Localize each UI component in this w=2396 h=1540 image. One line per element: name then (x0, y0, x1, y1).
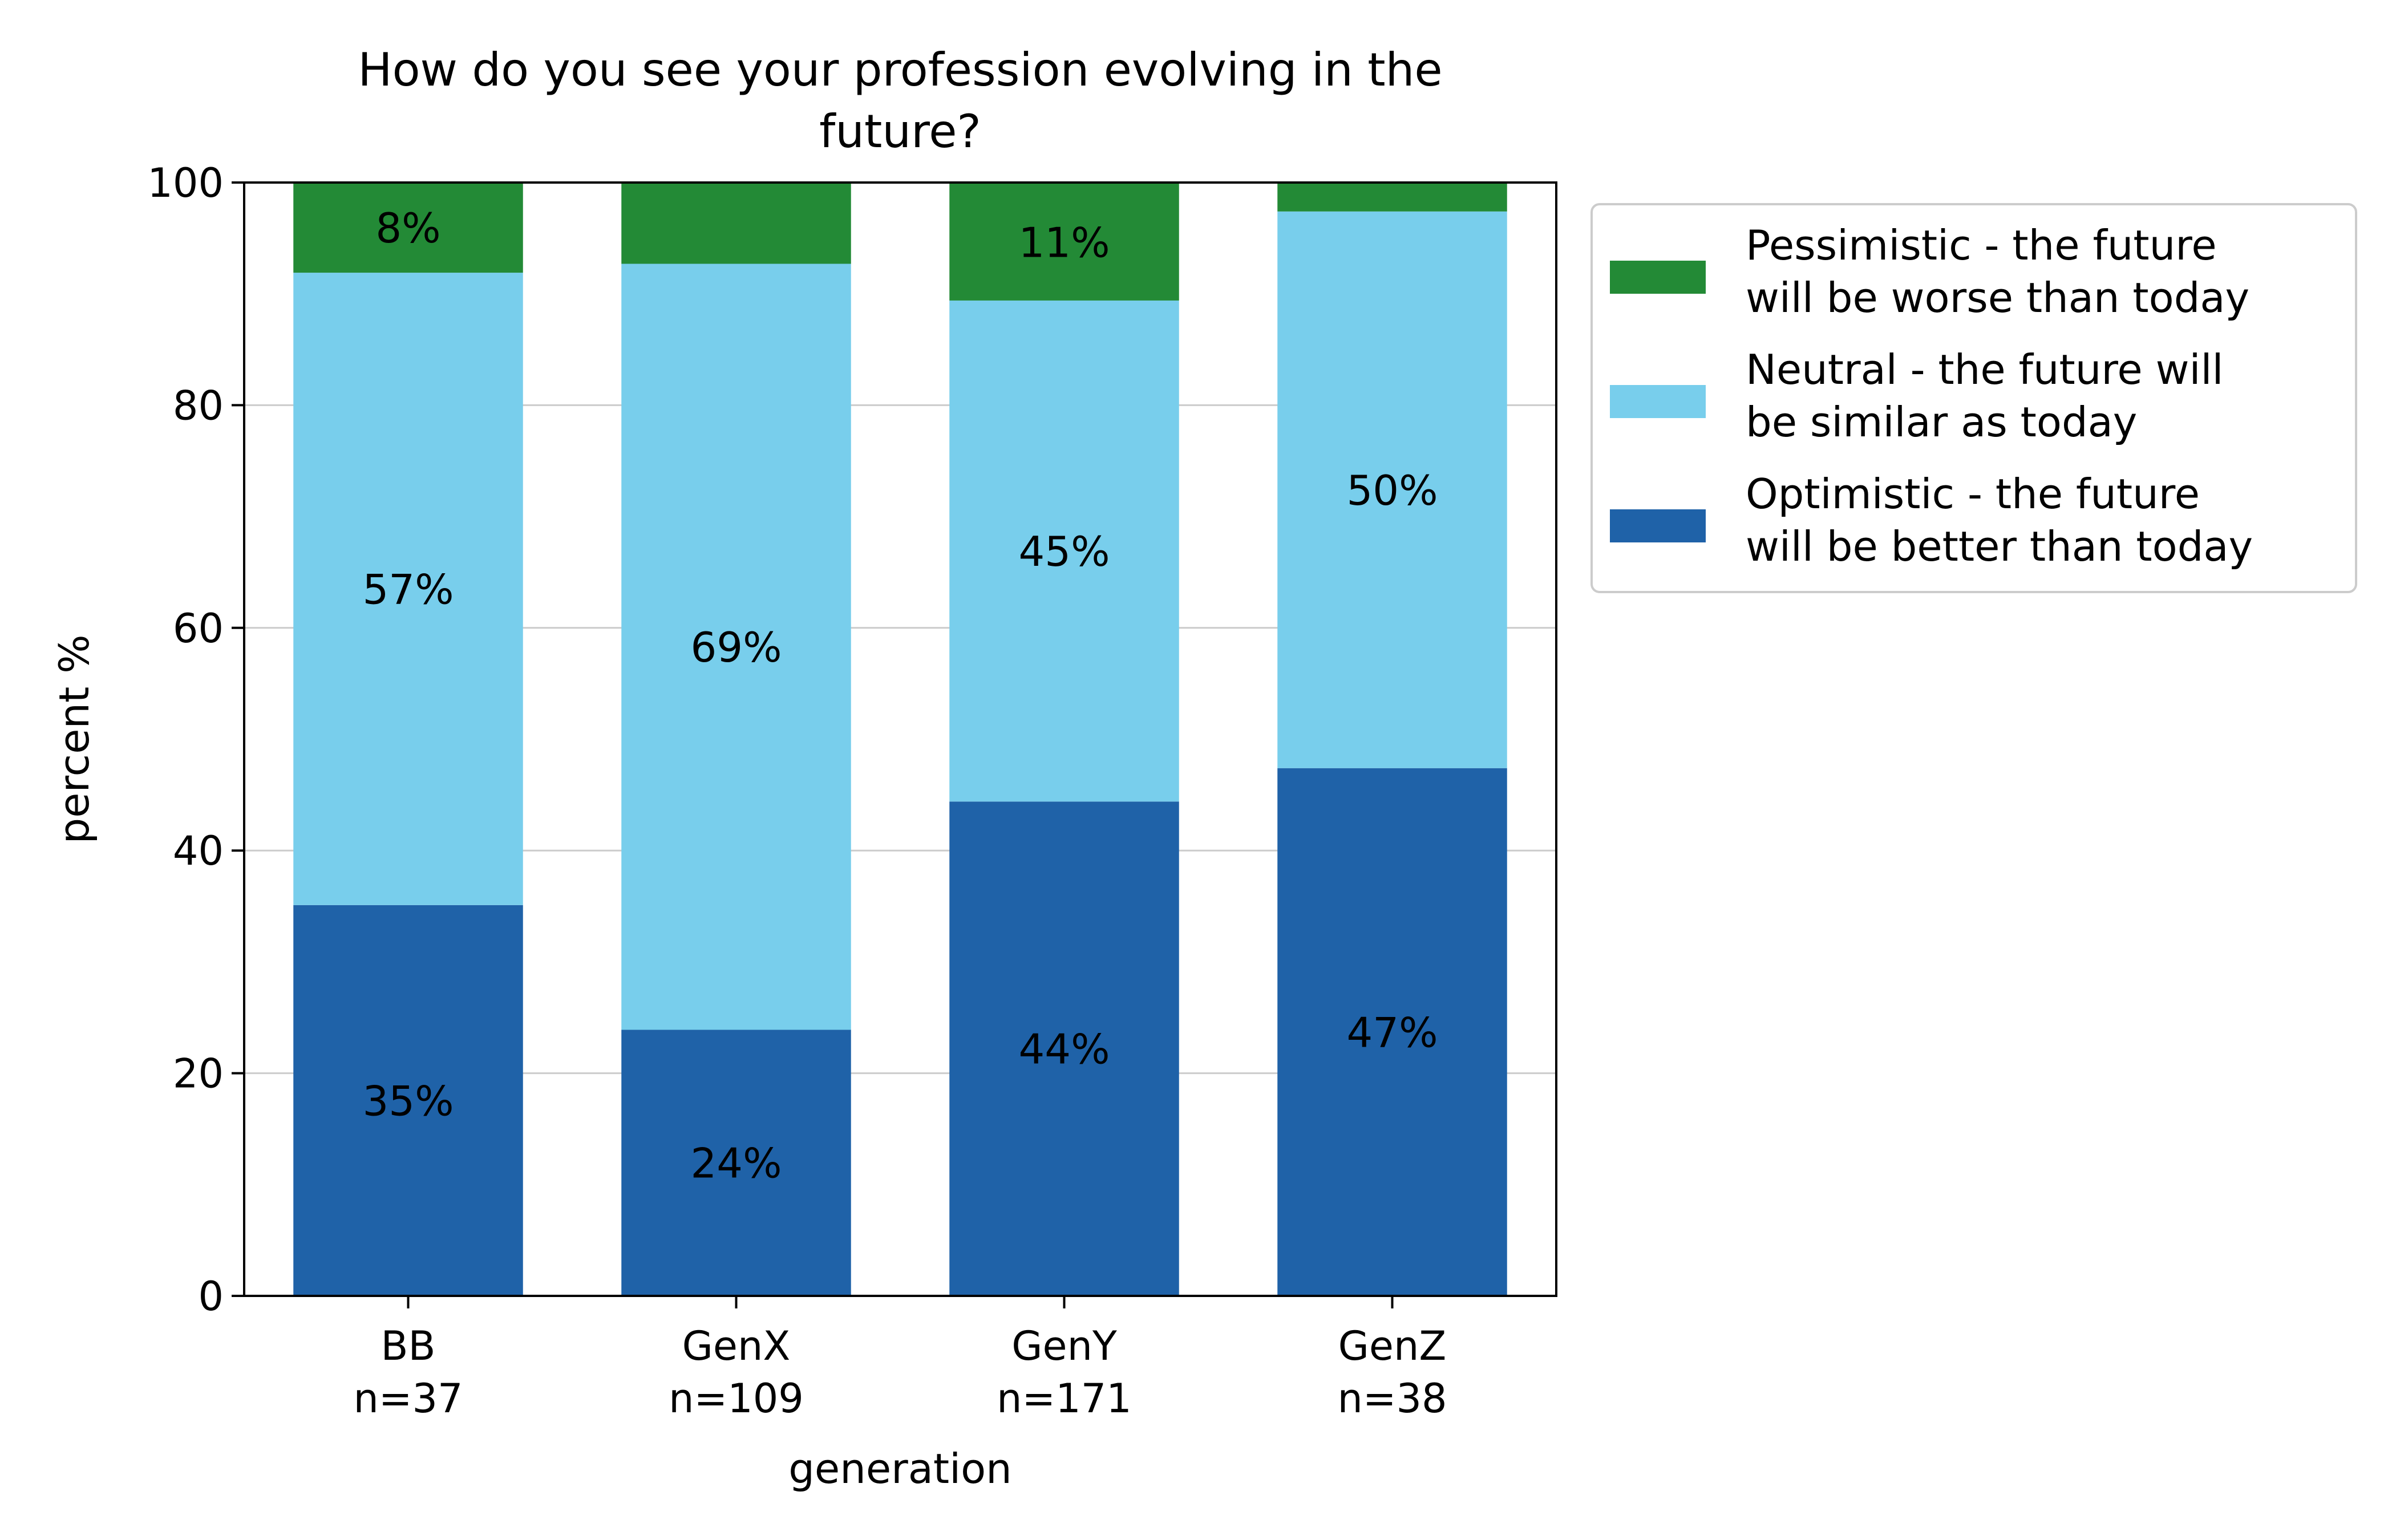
bar-value-label: 8% (375, 204, 440, 252)
bar-value-label: 11% (1018, 218, 1110, 266)
bar-value-label: 24% (690, 1140, 782, 1188)
x-axis: BB n=37 GenX n=109 GenY n=171 GenZ n=38 (353, 1296, 1447, 1422)
legend-label: Pessimistic - the future (1746, 221, 2217, 269)
bar-value-label: 69% (690, 623, 782, 671)
x-tick-label: GenX (682, 1323, 791, 1369)
x-tick-count-label: n=37 (353, 1375, 463, 1422)
x-tick-count-label: n=38 (1337, 1375, 1447, 1422)
bar-segment (949, 183, 1179, 301)
y-tick-label: 40 (173, 828, 224, 874)
legend-label: Optimistic - the future (1746, 470, 2200, 518)
x-axis-label: generation (788, 1445, 1012, 1493)
bar-value-label: 57% (362, 565, 454, 613)
chart-title-line-1: How do you see your profession evolving … (358, 43, 1442, 96)
bar-segment (293, 905, 523, 1296)
bar-segment (949, 801, 1179, 1296)
y-tick-label: 20 (173, 1051, 224, 1097)
y-tick-label: 100 (147, 160, 224, 206)
x-tick-label: BB (381, 1323, 435, 1369)
legend-label: will be better than today (1746, 522, 2253, 570)
bar-segment (293, 273, 523, 905)
bar-value-label: 44% (1018, 1026, 1110, 1073)
y-tick-label: 80 (173, 382, 224, 429)
bar-value-label: 47% (1346, 1008, 1438, 1056)
plot-frame (243, 181, 1557, 1297)
bar-value-label: 50% (1346, 467, 1438, 514)
x-tick-count-label: n=109 (669, 1375, 804, 1422)
legend: Pessimistic - the future will be worse th… (1590, 203, 2357, 593)
bar-segment (621, 1030, 851, 1296)
y-tick-label: 0 (198, 1273, 224, 1320)
x-tick-count-label: n=171 (997, 1375, 1132, 1422)
bar-segment (621, 264, 851, 1030)
bar-segment (1277, 211, 1507, 768)
bar-segment (1277, 768, 1507, 1296)
bar-segment (621, 183, 851, 264)
legend-swatch (1610, 385, 1706, 418)
bar-segment (293, 183, 523, 273)
legend-label: be similar as today (1746, 398, 2137, 446)
bar-segment (1277, 183, 1507, 212)
y-tick-label: 60 (173, 605, 224, 652)
bar-segment (949, 300, 1179, 802)
bar-value-labels: 35% 24% 44% 47% 57% 69% 45% 50% 8% 11% (362, 204, 1438, 1188)
y-axis-label: percent % (50, 634, 98, 844)
legend-swatch (1610, 509, 1706, 542)
bars (293, 183, 1507, 1296)
x-tick-label: GenY (1011, 1323, 1117, 1369)
bar-value-label: 35% (362, 1077, 454, 1125)
legend-label: Neutral - the future will (1746, 346, 2224, 394)
y-axis: 0 20 40 60 80 100 (147, 160, 244, 1320)
legend-swatch (1610, 261, 1706, 294)
legend-box (1590, 203, 2357, 593)
x-tick-label: GenZ (1338, 1323, 1447, 1369)
bar-value-label: 45% (1018, 528, 1110, 576)
chart-title-line-2: future? (819, 105, 981, 158)
legend-label: will be worse than today (1746, 274, 2249, 322)
chart-title: How do you see your profession evolving … (358, 43, 1442, 158)
